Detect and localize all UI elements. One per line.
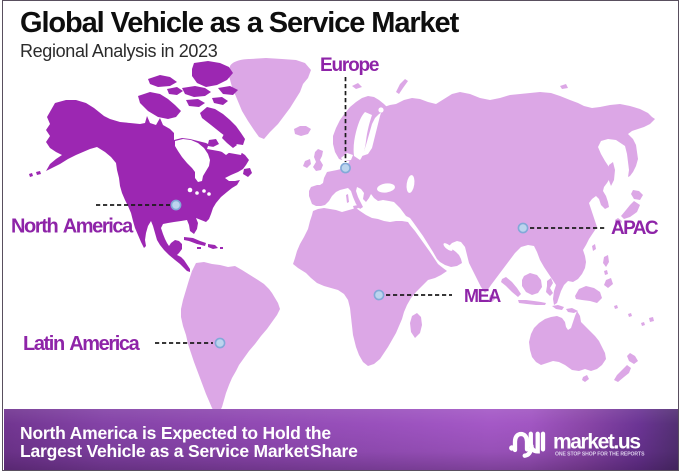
svg-text:Latin America: Latin America [23,333,141,355]
svg-text:MEA: MEA [464,286,501,306]
svg-text:market.us: market.us [553,431,640,454]
svg-text:North America: North America [11,216,134,238]
svg-text:ONE STOP SHOP FOR THE REPORTS: ONE STOP SHOP FOR THE REPORTS [555,452,645,458]
svg-text:APAC: APAC [611,218,659,239]
svg-text:Europe: Europe [320,55,379,76]
